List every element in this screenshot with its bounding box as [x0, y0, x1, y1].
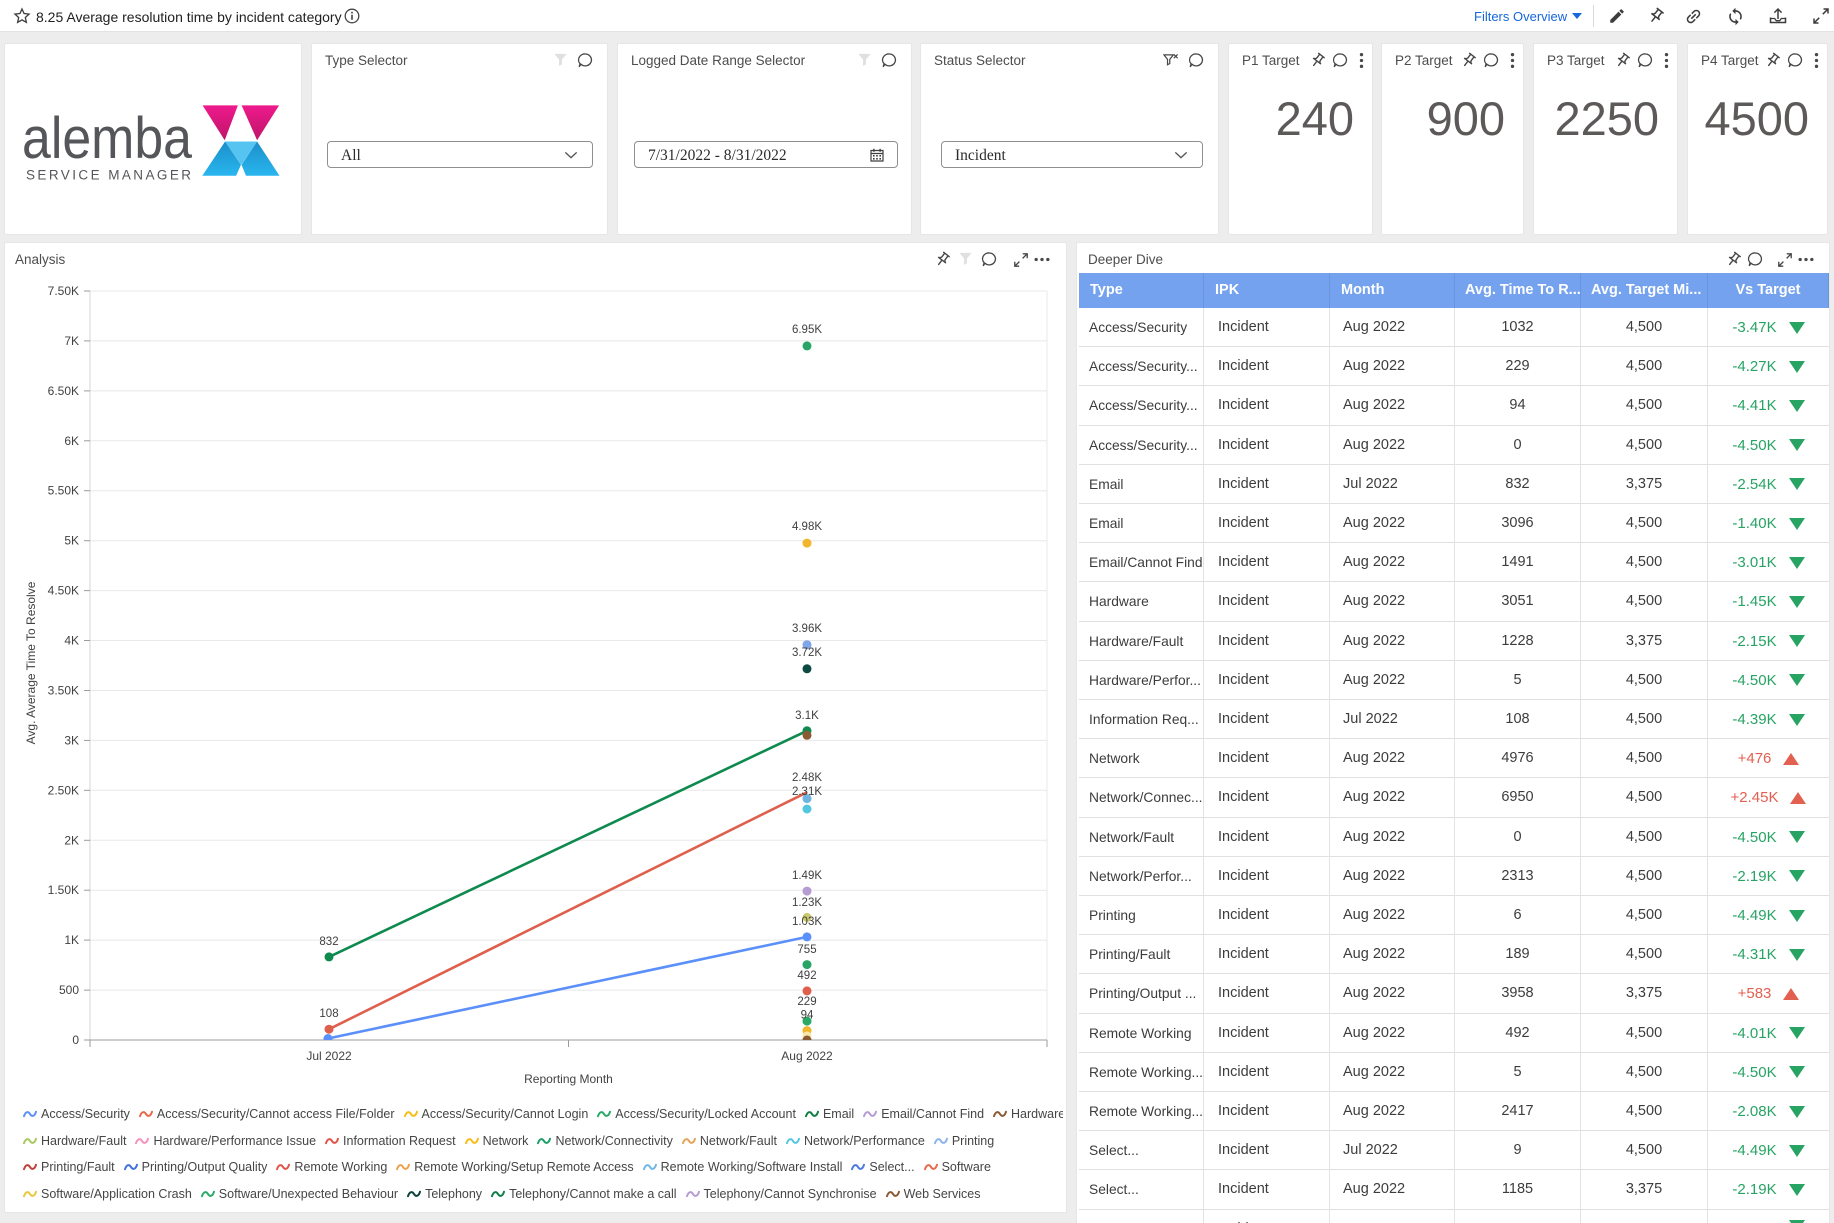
svg-text:3.1K: 3.1K — [795, 710, 819, 722]
svg-text:5K: 5K — [64, 534, 79, 548]
svg-text:5.50K: 5.50K — [48, 484, 79, 498]
svg-text:832: 832 — [319, 936, 338, 948]
svg-text:755: 755 — [797, 944, 816, 956]
svg-text:Jul 2022: Jul 2022 — [306, 1049, 352, 1063]
svg-text:0: 0 — [72, 1033, 79, 1047]
svg-text:6.50K: 6.50K — [48, 384, 79, 398]
svg-text:2K: 2K — [64, 833, 79, 847]
svg-text:2.50K: 2.50K — [48, 783, 79, 797]
svg-text:SERVICE MANAGER: SERVICE MANAGER — [26, 168, 191, 183]
svg-text:3.96K: 3.96K — [792, 623, 822, 635]
svg-text:2.48K: 2.48K — [792, 772, 822, 784]
svg-text:3K: 3K — [64, 733, 79, 747]
svg-text:1.03K: 1.03K — [792, 916, 822, 928]
svg-text:7K: 7K — [64, 334, 79, 348]
svg-text:Avg. Average Time To Resolve: Avg. Average Time To Resolve — [24, 581, 38, 744]
svg-text:229: 229 — [797, 996, 816, 1008]
svg-text:7.50K: 7.50K — [48, 284, 79, 298]
svg-text:6K: 6K — [64, 434, 79, 448]
svg-text:1.49K: 1.49K — [792, 870, 822, 882]
svg-text:108: 108 — [319, 1008, 338, 1020]
svg-text:3.50K: 3.50K — [48, 684, 79, 698]
svg-text:1.50K: 1.50K — [48, 883, 79, 897]
svg-text:4.50K: 4.50K — [48, 584, 79, 598]
svg-text:1K: 1K — [64, 933, 79, 947]
svg-text:alemba: alemba — [22, 106, 193, 171]
svg-text:500: 500 — [59, 983, 79, 997]
svg-text:1.23K: 1.23K — [792, 897, 822, 909]
svg-text:492: 492 — [797, 970, 816, 982]
svg-text:2.31K: 2.31K — [792, 786, 822, 798]
svg-text:Reporting Month: Reporting Month — [524, 1072, 613, 1086]
svg-text:4K: 4K — [64, 634, 79, 648]
svg-text:4.98K: 4.98K — [792, 521, 822, 533]
svg-text:94: 94 — [801, 1010, 814, 1022]
svg-text:Aug 2022: Aug 2022 — [781, 1049, 833, 1063]
svg-text:6.95K: 6.95K — [792, 324, 822, 336]
svg-text:3.72K: 3.72K — [792, 647, 822, 659]
